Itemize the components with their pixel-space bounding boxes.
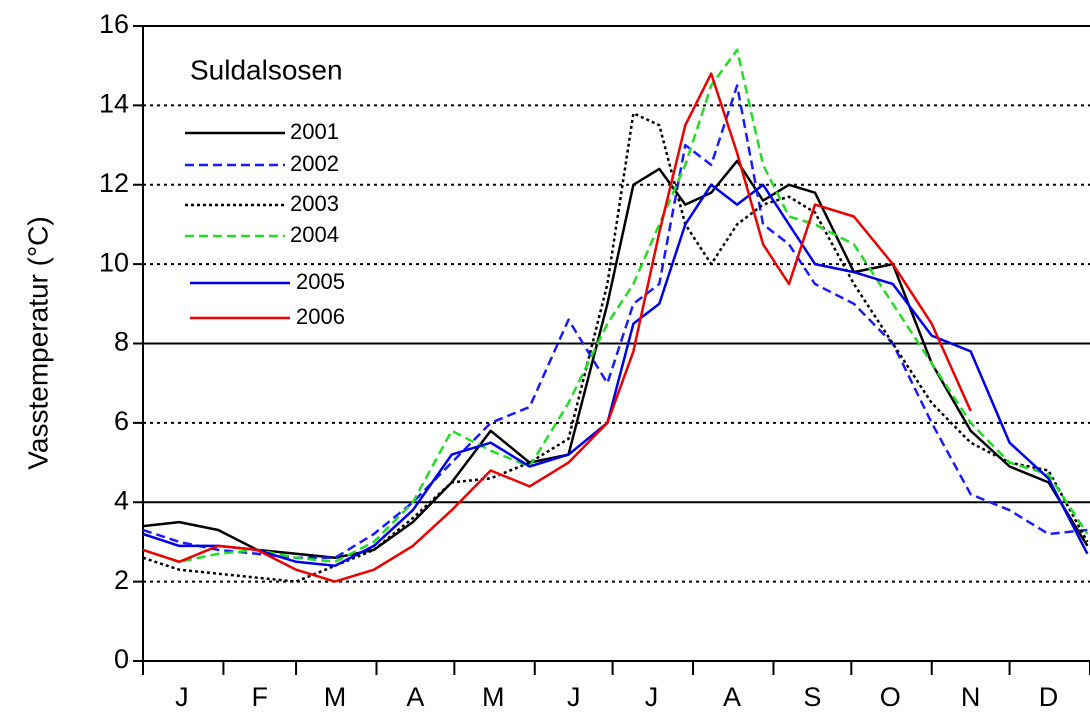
plot-lines (143, 48, 1089, 583)
series-line (143, 84, 1088, 560)
legend-label: 2004 (290, 222, 339, 247)
series-line (143, 112, 1089, 583)
x-tick-label: M (324, 682, 347, 712)
legend-label: 2006 (296, 304, 345, 329)
x-tick-label: A (723, 682, 741, 712)
x-tick-label: M (482, 682, 505, 712)
x-tick-label: J (175, 682, 189, 712)
chart-title: Suldalsosen (190, 54, 343, 85)
y-tick-label: 12 (99, 168, 129, 198)
x-tick-label: N (961, 682, 981, 712)
legend-label: 2005 (296, 269, 345, 294)
y-tick-label: 8 (114, 327, 129, 357)
series-line (143, 48, 1089, 564)
y-tick-label: 0 (114, 644, 129, 674)
y-axis-label: Vasstemperatur (°C) (22, 216, 53, 469)
x-tick-label: F (252, 682, 269, 712)
y-tick-label: 16 (99, 9, 129, 39)
legend-label: 2002 (290, 151, 339, 176)
y-tick-label: 2 (114, 565, 129, 595)
y-tick-label: 14 (99, 89, 129, 119)
x-tick-label: D (1039, 682, 1059, 712)
legend-label: 2003 (290, 191, 339, 216)
x-tick-label: J (567, 682, 581, 712)
series-line (143, 72, 972, 583)
y-tick-label: 4 (114, 485, 129, 515)
y-tick-label: 10 (99, 247, 129, 277)
series-line (143, 159, 1089, 560)
y-tick-label: 6 (114, 406, 129, 436)
x-tick-label: J (645, 682, 659, 712)
x-tick-label: S (803, 682, 821, 712)
series-line (143, 183, 1089, 568)
x-tick-label: O (880, 682, 901, 712)
legend-label: 2001 (290, 119, 339, 144)
x-tick-label: A (406, 682, 424, 712)
